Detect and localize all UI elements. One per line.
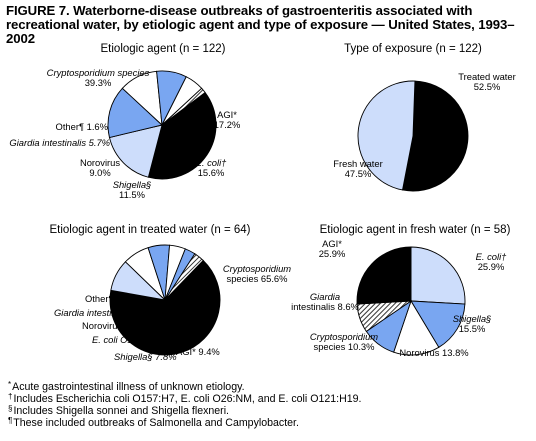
slice-label-other: Other¶ 1.6% <box>56 121 108 132</box>
pie-slice-shigella <box>410 300 466 348</box>
footnotes: *Acute gastrointestinal illness of unkno… <box>8 379 528 429</box>
figure-title: FIGURE 7. Waterborne-disease outbreaks o… <box>6 4 534 46</box>
pie-slice-agi <box>356 246 412 305</box>
footnote-symbol: ¶ <box>8 416 13 425</box>
slice-label-e-coli: E. coli† <box>476 251 508 262</box>
slice-label-cryptosporidium-species: 39.3% <box>85 77 112 88</box>
slice-label-fresh-water: Fresh water <box>333 158 383 169</box>
footnote-text: Includes Escherichia coli O157:H7, E. co… <box>13 393 362 405</box>
slice-label-giardia-intestinalis: intestinalis 8.6% <box>291 301 359 312</box>
slice-label-norovirus: 9.0% <box>89 167 110 178</box>
pie-slice-agi <box>108 124 163 178</box>
slice-label-shigella: 11.5% <box>119 189 145 200</box>
pie-chart-4: Etiologic agent in fresh water (n = 58) E… <box>291 224 510 358</box>
footnote-text: These included outbreaks of Salmonella a… <box>13 417 299 429</box>
chart-title: Etiologic agent (n = 122) <box>101 43 226 55</box>
pie-slice-other <box>161 87 206 126</box>
footnote-symbol: † <box>8 392 13 401</box>
footnote-symbol: § <box>8 404 13 413</box>
slice-label-shigella: 15.5% <box>459 323 486 334</box>
slice-label-giardia-intestinalis: Giardia intestinalis 5.7% <box>9 137 110 148</box>
slice-label-agi: AGI* <box>217 109 237 120</box>
slice-label-norovirus: Norovirus 4.7% <box>82 320 146 331</box>
slice-label-cryptosporidium-species: Cryptosporidium species <box>47 67 150 78</box>
pie-slice-e-coli <box>107 87 163 139</box>
slice-label-treated-water: Treated water <box>458 71 516 82</box>
footnote-text: Includes Shigella sonnei and Shigella fl… <box>13 405 230 417</box>
slice-label-other: Other¶ 3.1% <box>85 293 137 304</box>
slice-label-fresh-water: 47.5% <box>345 168 372 179</box>
slice-label-norovirus: Norovirus <box>80 157 120 168</box>
slice-label-cryptosporidium-species: species 65.6% <box>227 273 288 284</box>
pie-slice-fresh-water <box>357 80 416 191</box>
pie-slice-e-coli <box>410 246 466 305</box>
slice-label-e-coli: 15.6% <box>198 167 225 178</box>
chart-title: Etiologic agent in treated water (n = 64… <box>49 224 250 236</box>
slice-label-agi: AGI* 9.4% <box>176 346 220 357</box>
pie-chart-1: Etiologic agent (n = 122) Cryptosporidium… <box>9 43 240 200</box>
pie-chart-3: Etiologic agent in treated water (n = 64… <box>49 224 291 362</box>
pie-slice-cryptosporidium-species <box>147 91 217 180</box>
slice-label-agi: 25.9% <box>319 248 346 259</box>
slice-label-agi: AGI* <box>322 238 342 249</box>
footnote-symbol: * <box>8 380 12 389</box>
slice-label-giardia-intestinalis: Giardia <box>310 291 340 302</box>
slice-label-shigella: Shigella§ <box>113 179 152 190</box>
pie-slice-cryptosporidium-species <box>109 259 221 356</box>
chart-title: Type of exposure (n = 122) <box>344 43 482 55</box>
slice-label-cryptosporidium-species: species 10.3% <box>314 341 375 352</box>
slice-label-e-coli: E. coli† <box>196 157 228 168</box>
footnote-other: ¶These included outbreaks of Salmonella … <box>8 415 528 429</box>
footnote-text: Acute gastrointestinal illness of unknow… <box>12 381 245 393</box>
slice-label-shigella: Shigella§ <box>453 313 492 324</box>
footnote-ecoli: †Includes Escherichia coli O157:H7, E. c… <box>8 391 528 405</box>
slice-label-treated-water: 52.5% <box>474 81 501 92</box>
pie-slice-treated-water <box>401 80 469 192</box>
slice-label-e-coli: 25.9% <box>478 261 505 272</box>
slice-label-agi: 17.2% <box>214 119 241 130</box>
slice-label-giardia-intestinalis: Giardia intestinalis 3.1% <box>54 307 155 318</box>
footnote-shigella: §Includes Shigella sonnei and Shigella f… <box>8 403 528 417</box>
slice-label-cryptosporidium-species: Cryptosporidium <box>310 331 378 342</box>
footnote-agi: *Acute gastrointestinal illness of unkno… <box>8 379 528 393</box>
slice-label-shigella: Shigella§ 7.8% <box>114 351 177 362</box>
slice-label-e-coli-o157-h7: E. coli O157:H7 6.3% <box>92 334 182 345</box>
slice-label-cryptosporidium-species: Cryptosporidium <box>223 263 291 274</box>
pie-slice-other <box>164 253 204 301</box>
pie-chart-2: Type of exposure (n = 122) Treated water5… <box>333 43 516 192</box>
figure-title-line-1: FIGURE 7. Waterborne-disease outbreaks o… <box>6 3 473 18</box>
figure-title-line-2: recreational water, by etiologic agent a… <box>6 17 515 46</box>
slice-label-norovirus: Norovirus 13.8% <box>399 347 468 358</box>
chart-title: Etiologic agent in fresh water (n = 58) <box>320 224 511 236</box>
